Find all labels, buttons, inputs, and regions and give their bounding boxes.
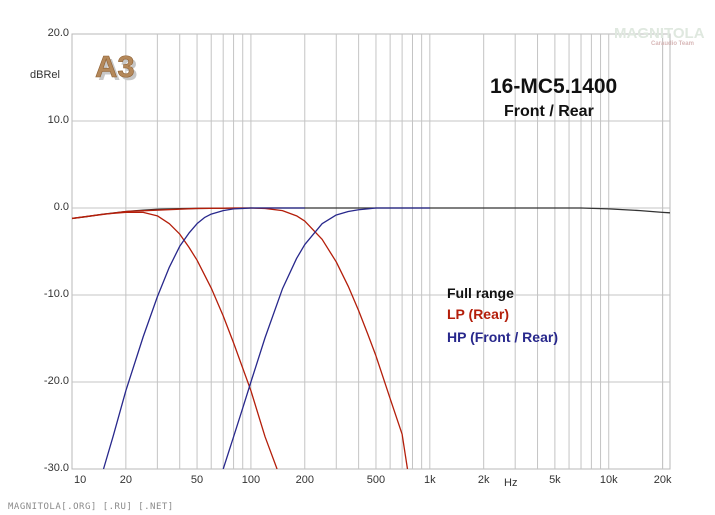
x-tick-label: 10 xyxy=(74,474,86,486)
y-tick-label: 10.0 xyxy=(48,114,69,126)
legend-item-hp-front-rear: HP (Front / Rear) xyxy=(447,329,558,345)
series-lines xyxy=(72,207,670,469)
y-axis-label: dBRel xyxy=(30,69,60,81)
series-line-1 xyxy=(72,211,278,469)
y-tick-label: -10.0 xyxy=(44,288,69,300)
watermark-team: Caraudio Team xyxy=(651,41,694,47)
y-tick-label: 20.0 xyxy=(48,27,69,39)
x-tick-label: 10k xyxy=(600,474,618,486)
x-tick-label: 20k xyxy=(654,474,672,486)
magnitola-watermark: MAGNITOLA Caraudio Team xyxy=(614,25,705,47)
plot-area xyxy=(71,33,671,470)
x-tick-label: 2k xyxy=(478,474,490,486)
x-tick-label: 1k xyxy=(424,474,436,486)
x-tick-label: 500 xyxy=(367,474,385,486)
legend-item-lp-rear: LP (Rear) xyxy=(447,306,509,322)
a3-badge-shadow: A3 xyxy=(98,52,138,87)
legend-item-full-range: Full range xyxy=(447,285,514,301)
x-tick-label: 200 xyxy=(296,474,314,486)
y-tick-label: -20.0 xyxy=(44,375,69,387)
x-axis-tick-labels: 10 20 50 100 200 500 1k 2k 5k 10k 20k xyxy=(74,474,672,486)
y-axis-tick-labels: 20.0 10.0 0.0 -10.0 -20.0 -30.0 xyxy=(44,27,69,474)
series-line-4 xyxy=(222,207,430,469)
x-axis-label: Hz xyxy=(504,477,517,489)
x-tick-label: 5k xyxy=(549,474,561,486)
footer-watermark: MAGNITOLA[.ORG] [.RU] [.NET] xyxy=(8,502,174,512)
watermark-brand: MAGNITOLA xyxy=(614,25,705,42)
series-line-2 xyxy=(72,207,409,469)
x-tick-label: 100 xyxy=(242,474,260,486)
y-tick-label: -30.0 xyxy=(44,462,69,474)
x-tick-label: 20 xyxy=(120,474,132,486)
series-line-3 xyxy=(102,207,305,469)
legend: Full range LP (Rear) HP (Front / Rear) xyxy=(447,285,558,345)
x-tick-label: 50 xyxy=(191,474,203,486)
a3-badge-text: A3 xyxy=(95,49,135,84)
y-tick-label: 0.0 xyxy=(54,201,69,213)
chart-subtitle: Front / Rear xyxy=(504,103,594,120)
a3-badge: A3 A3 xyxy=(95,49,138,87)
chart-title: 16-MC5.1400 xyxy=(490,75,617,98)
